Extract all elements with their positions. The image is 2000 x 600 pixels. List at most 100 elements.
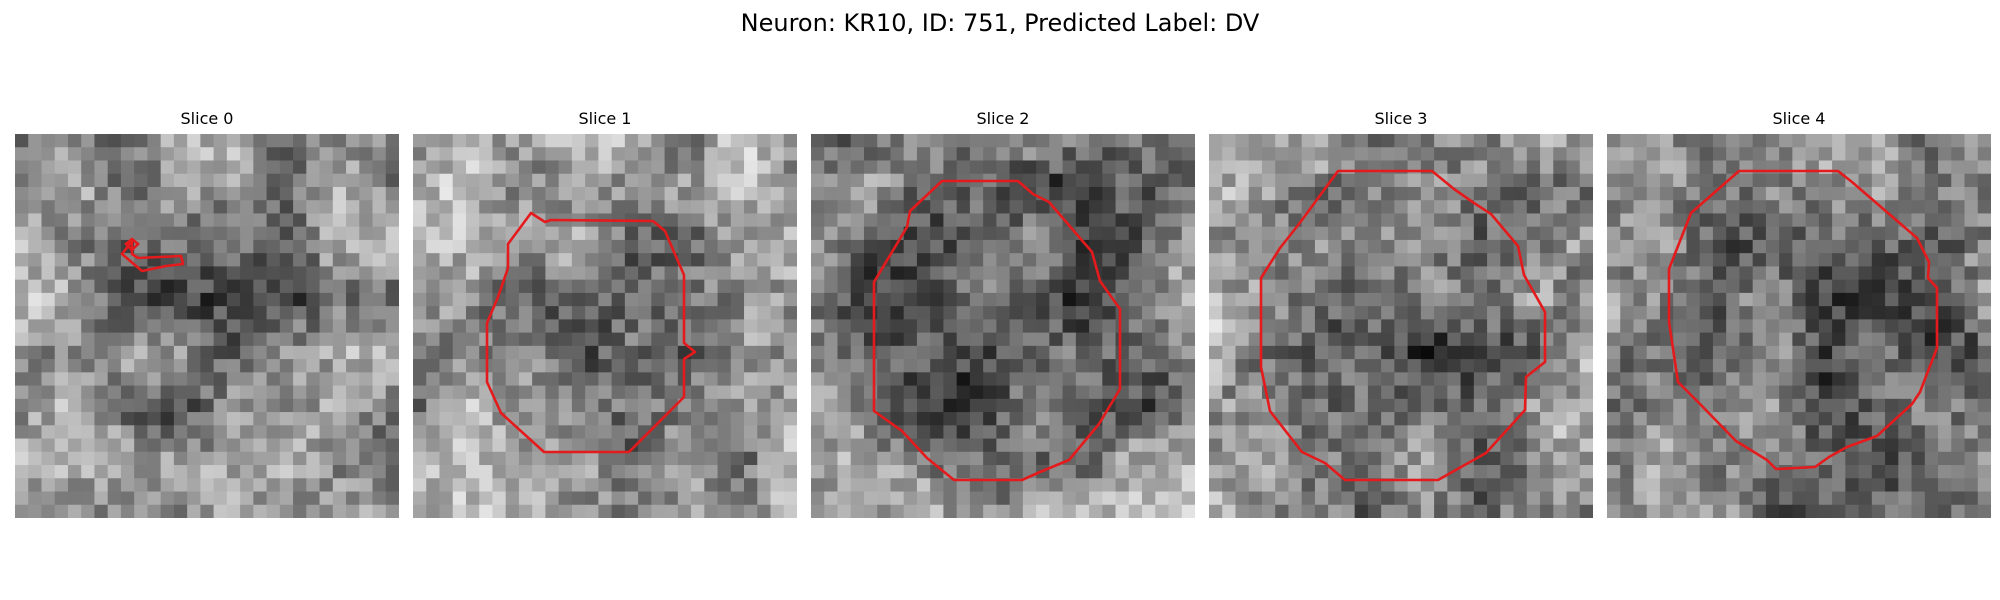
pixel: [585, 306, 599, 320]
pixel: [319, 465, 334, 479]
pixel: [1222, 253, 1237, 268]
pixel: [479, 398, 494, 413]
pixel: [850, 266, 865, 281]
pixel: [120, 504, 135, 518]
pixel: [240, 173, 254, 188]
pixel: [1712, 266, 1727, 281]
pixel: [1818, 332, 1833, 347]
pixel: [240, 279, 254, 294]
pixel: [1142, 491, 1156, 506]
pixel: [1726, 186, 1741, 201]
pixel: [1579, 173, 1593, 188]
pixel: [704, 200, 719, 215]
pixel: [850, 226, 865, 241]
pixel: [1951, 147, 1966, 162]
pixel: [1115, 253, 1130, 268]
pixel: [1022, 306, 1037, 320]
pixel: [1553, 451, 1568, 466]
pixel: [558, 160, 573, 175]
pixel: [1779, 253, 1793, 268]
pixel: [1620, 451, 1635, 466]
pixel: [1381, 504, 1395, 518]
pixel: [439, 253, 454, 268]
pixel: [1155, 332, 1170, 347]
pixel: [1354, 213, 1369, 228]
pixel: [903, 226, 918, 241]
pixel: [81, 372, 96, 387]
pixel: [624, 412, 639, 426]
pixel: [1858, 385, 1873, 400]
pixel: [1102, 385, 1117, 400]
pixel: [1367, 253, 1382, 268]
pixel: [930, 372, 945, 387]
pixel: [505, 134, 520, 148]
pixel: [1832, 345, 1846, 360]
pixel: [1659, 160, 1674, 175]
pixel: [558, 306, 573, 320]
pixel: [1898, 425, 1913, 440]
pixel: [1832, 253, 1846, 268]
pixel: [439, 478, 454, 493]
pixel: [1858, 200, 1873, 215]
pixel: [1540, 147, 1554, 162]
pixel: [452, 451, 467, 466]
pixel: [1155, 186, 1170, 201]
pixel: [1420, 425, 1435, 440]
pixel: [664, 478, 679, 493]
pixel: [1261, 279, 1276, 294]
pixel: [94, 186, 109, 201]
pixel: [1726, 345, 1741, 360]
pixel: [107, 239, 122, 254]
pixel: [1062, 359, 1077, 373]
pixel: [890, 385, 905, 400]
pixel: [54, 160, 69, 175]
pixel: [279, 412, 294, 426]
pixel: [279, 266, 294, 281]
pixel: [1275, 306, 1290, 320]
pixel: [1712, 359, 1727, 373]
pixel: [691, 279, 705, 294]
pixel: [956, 239, 971, 254]
pixel: [1222, 345, 1237, 360]
pixel: [452, 239, 467, 254]
pixel: [332, 332, 347, 347]
pixel: [811, 372, 825, 387]
pixel: [1209, 279, 1223, 294]
pixel: [1341, 412, 1356, 426]
pixel: [1924, 292, 1939, 307]
pixel: [1871, 332, 1886, 347]
pixel: [824, 478, 839, 493]
pixel: [1911, 359, 1926, 373]
pixel: [1328, 200, 1343, 215]
pixel: [1209, 332, 1223, 347]
pixel: [1977, 306, 1991, 320]
pixel: [598, 292, 613, 307]
pixel: [943, 451, 958, 466]
pixel: [1473, 147, 1488, 162]
pixel: [1673, 200, 1688, 215]
pixel: [1142, 451, 1156, 466]
pixel: [492, 213, 507, 228]
pixel: [1500, 173, 1515, 188]
pixel: [545, 504, 560, 518]
pixel: [213, 385, 228, 400]
pixel: [969, 385, 984, 400]
pixel: [571, 438, 586, 453]
pixel: [187, 491, 201, 506]
pixel: [1620, 266, 1635, 281]
pixel: [1964, 465, 1979, 479]
pixel: [94, 345, 109, 360]
pixel: [465, 279, 480, 294]
pixel: [1951, 465, 1966, 479]
pixel: [1115, 398, 1130, 413]
pixel: [1407, 319, 1422, 334]
pixel: [956, 345, 971, 360]
pixel: [1845, 160, 1860, 175]
pixel: [1102, 226, 1117, 241]
pixel: [890, 147, 905, 162]
pixel: [1328, 239, 1343, 254]
pixel: [332, 398, 347, 413]
pixel: [863, 134, 878, 148]
pixel: [1062, 213, 1077, 228]
pixel: [1036, 266, 1050, 281]
